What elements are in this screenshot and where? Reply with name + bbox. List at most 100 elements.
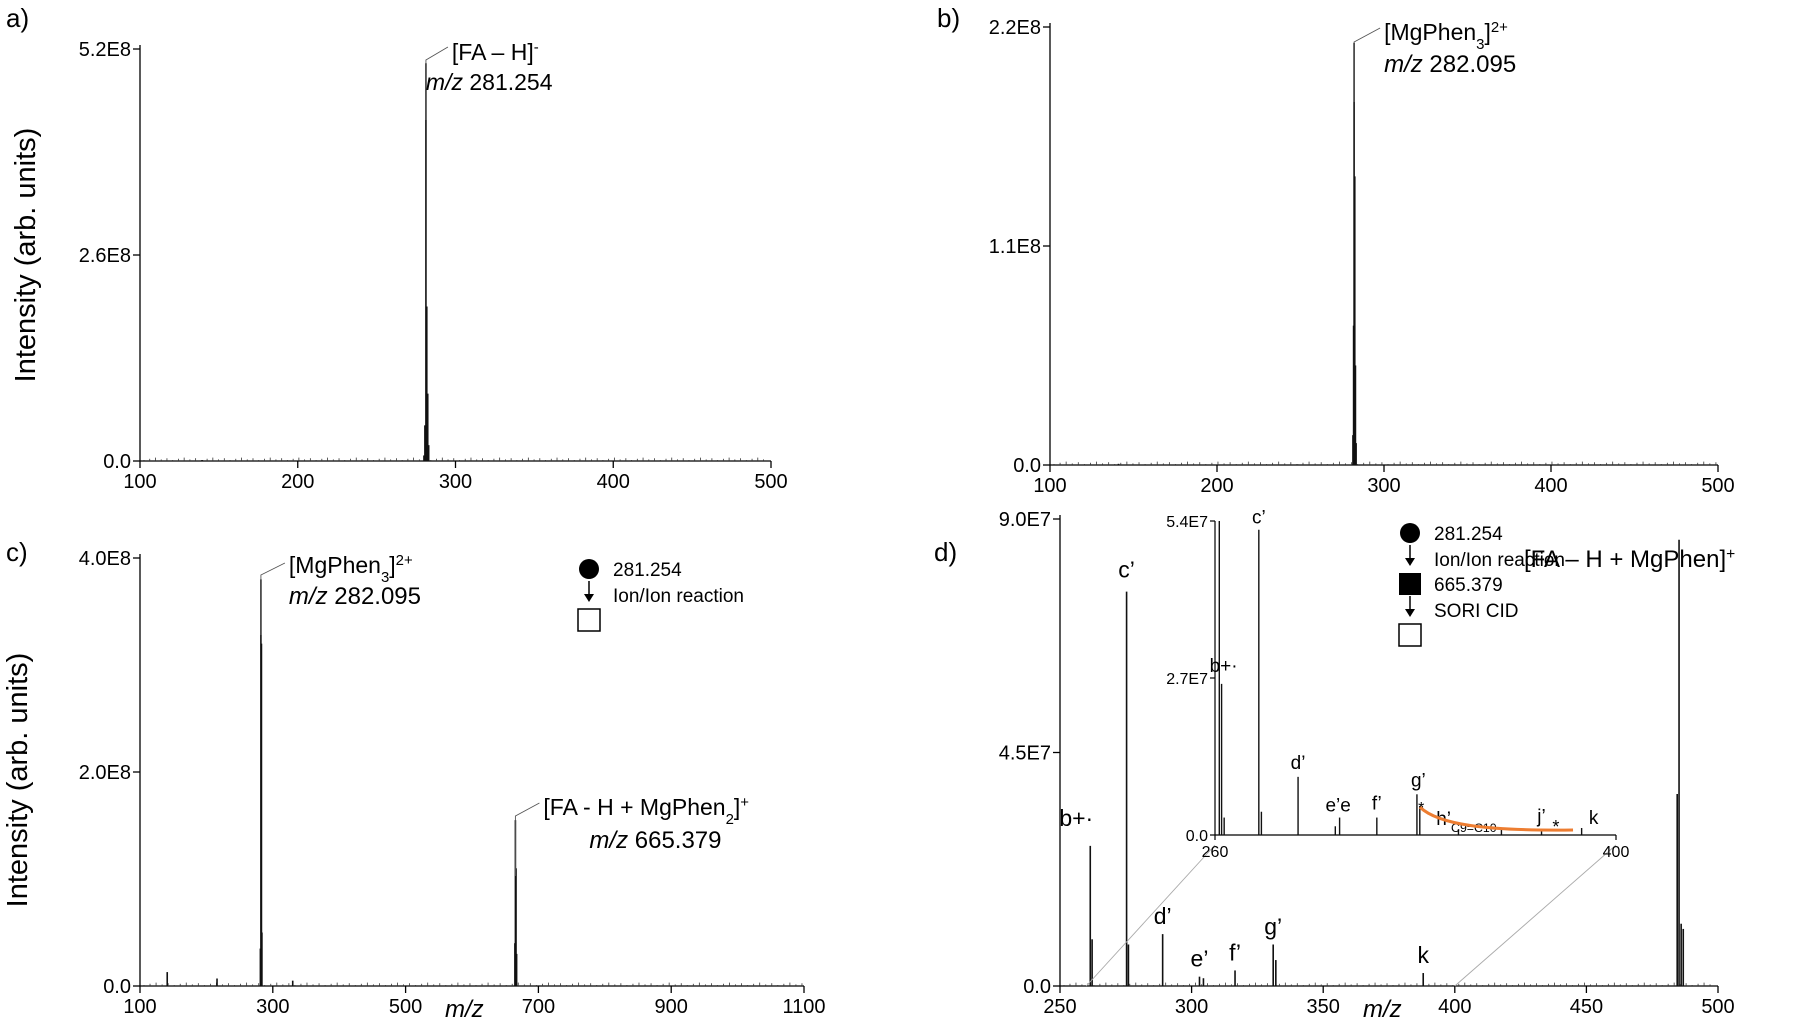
x-tick-label: 250: [1043, 996, 1076, 1018]
x-tick-label: 200: [1200, 475, 1233, 497]
y-tick-label: 5.2E8: [79, 39, 131, 61]
peak-annotation-ion: [FA - H + MgPhen2]+: [543, 794, 749, 828]
arrow-down-icon: [1405, 558, 1415, 566]
x-tick-label: 500: [754, 471, 787, 493]
x-tick-label: 900: [655, 996, 688, 1018]
peak-label: f’: [1229, 939, 1241, 965]
inset-peak-label: h’C9=C10: [1436, 809, 1497, 835]
scheme-step-label: SORI CID: [1434, 601, 1518, 622]
peak-annotation-ion: [FA – H + MgPhen]+: [1524, 546, 1735, 574]
asterisk-marker: *: [1552, 817, 1559, 837]
scheme-product-mz: 665.379: [1434, 575, 1503, 596]
product-open-square-icon: [577, 608, 601, 632]
x-tick-label: 700: [522, 996, 555, 1018]
peak-annotation-ion: [FA – H]-: [452, 39, 539, 66]
x-tick-label: 100: [123, 471, 156, 493]
product-open-square-icon: [1398, 623, 1422, 647]
inset-peak-label: b+·: [1210, 656, 1238, 677]
scheme-step-label: Ion/Ion reaction: [613, 586, 744, 607]
peak-annotation-ion: [MgPhen3]2+: [289, 552, 413, 586]
annotation-leader: [1353, 27, 1381, 102]
x-tick-label: 200: [281, 471, 314, 493]
y-axis-title: Intensity (arb. units): [2, 653, 34, 908]
panel-label: c): [6, 537, 28, 567]
peak-annotation-mz: m/z 281.254: [426, 69, 553, 95]
peak-label: b+·: [1059, 805, 1093, 831]
peak-label: g’: [1264, 913, 1282, 939]
x-tick-label: 450: [1570, 996, 1603, 1018]
inset-x-tick-label: 260: [1202, 844, 1229, 861]
zoom-guide-line: [1454, 844, 1617, 987]
y-tick-label: 1.1E8: [989, 236, 1041, 258]
x-tick-label: 500: [389, 996, 422, 1018]
scheme-precursor-mz: 281.254: [1434, 524, 1503, 545]
panel-a-spectrum: 100 200 300 400 500 0.0 2.6E8 5.2E8 a) [FA – H]- m…: [6, 3, 788, 493]
panel-b-spectrum: 100 200 300 400 500 0.0 1.1E8 2.2E8 b) [MgPhen3]2…: [937, 3, 1735, 497]
y-tick-label: 0.0: [1013, 455, 1041, 477]
inset-peak-label: e’e: [1325, 796, 1350, 817]
x-tick-label: 100: [1033, 475, 1066, 497]
product-filled-square-icon: [1399, 573, 1421, 595]
peak-label: k: [1417, 942, 1429, 968]
inset-peak-label: d’: [1291, 753, 1306, 774]
y-tick-label: 2.6E8: [79, 245, 131, 267]
annotation-leader: [260, 562, 286, 635]
peak-label: e’: [1191, 946, 1209, 972]
scheme-precursor-mz: 281.254: [613, 560, 682, 581]
zoom-guide-line: [1085, 844, 1216, 987]
y-tick-label: 9.0E7: [999, 509, 1051, 531]
inset-y-tick-label: 5.4E7: [1166, 514, 1208, 531]
inset-peak-label: k: [1589, 808, 1599, 829]
x-tick-label: 400: [1438, 996, 1471, 1018]
inset-y-tick-label: 2.7E7: [1166, 671, 1208, 688]
y-tick-label: 4.5E7: [999, 743, 1051, 765]
inset-x-tick-label: 400: [1603, 844, 1630, 861]
x-tick-label: 400: [597, 471, 630, 493]
panel-label: a): [6, 3, 29, 33]
inset-peak-label: g’: [1411, 770, 1426, 791]
x-tick-label: 300: [439, 471, 472, 493]
x-tick-label: 350: [1307, 996, 1340, 1018]
scheme-step-label: Ion/Ion reaction: [1434, 550, 1565, 571]
panel-c-spectrum: 100 300 500 700 900 1100 0.0 2.0E8 4.0E8 c) [MgPhe…: [2, 537, 826, 1019]
peak-label: d’: [1154, 903, 1172, 929]
y-tick-label: 0.0: [103, 976, 131, 998]
x-tick-label: 100: [123, 996, 156, 1018]
reaction-schemes: 281.254 Ion/Ion reaction 281.254 Ion/Ion re…: [577, 523, 1565, 647]
arrow-down-icon: [584, 594, 594, 602]
x-tick-label: 300: [1367, 475, 1400, 497]
peak-label: c’: [1118, 557, 1135, 583]
arrow-down-icon: [1405, 609, 1415, 617]
inset-peak-label: f’: [1372, 794, 1382, 815]
peak-annotation-ion: [MgPhen3]2+: [1384, 19, 1508, 53]
panel-label: d): [934, 537, 957, 567]
cleavage-highlight-curve: [1418, 805, 1574, 832]
x-axis-title: m/z: [1363, 996, 1402, 1019]
precursor-circle-icon: [579, 559, 599, 579]
x-axis-title: m/z: [445, 996, 484, 1019]
panel-d-spectrum: 250 300 350 400 450 500 0.0 4.5E7 9.0E7 d) b+· c’ d’…: [934, 509, 1735, 1019]
y-tick-label: 0.0: [103, 451, 131, 473]
x-tick-label: 1100: [782, 996, 825, 1018]
x-tick-label: 400: [1534, 475, 1567, 497]
y-tick-label: 4.0E8: [79, 548, 131, 570]
inset-peak-label: j’: [1536, 806, 1545, 827]
x-tick-label: 300: [1175, 996, 1208, 1018]
y-axis-title: Intensity (arb. units): [10, 128, 42, 383]
y-tick-label: 2.0E8: [79, 762, 131, 784]
panel-d-inset-spectrum: 260 400 0.0 2.7E7 5.4E7 b+· c’ d’ e’e f’ g’ h’C9=C1…: [1166, 508, 1629, 861]
x-tick-label: 300: [256, 996, 289, 1018]
annotation-leader: [514, 802, 540, 876]
peak-annotation-mz: m/z 282.095: [1384, 51, 1516, 78]
inset-peak-label: c’: [1252, 508, 1266, 529]
annotation-leader: [425, 46, 449, 120]
peak-annotation-mz: m/z 282.095: [289, 583, 421, 610]
y-tick-label: 0.0: [1023, 976, 1051, 998]
panel-label: b): [937, 3, 960, 33]
x-tick-label: 500: [1701, 996, 1734, 1018]
inset-y-tick-label: 0.0: [1186, 828, 1208, 845]
x-tick-label: 500: [1701, 475, 1734, 497]
peak-annotation-mz: m/z 665.379: [589, 827, 721, 854]
asterisk-marker: *: [1418, 800, 1424, 817]
